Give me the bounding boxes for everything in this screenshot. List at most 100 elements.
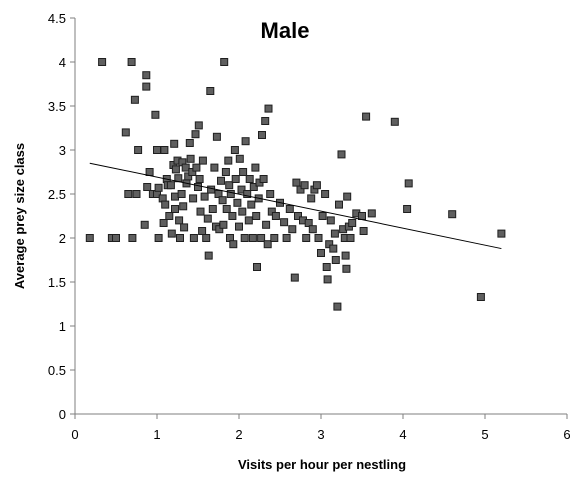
data-point bbox=[222, 205, 231, 213]
data-point bbox=[165, 212, 174, 220]
data-point bbox=[318, 212, 327, 220]
data-point bbox=[128, 234, 137, 242]
data-point bbox=[215, 225, 224, 234]
data-point bbox=[189, 194, 198, 203]
data-point bbox=[224, 156, 233, 165]
x-axis-label: Visits per hour per nestling bbox=[238, 457, 406, 472]
y-tick-label: 3 bbox=[59, 143, 66, 158]
data-point bbox=[367, 209, 376, 218]
data-point bbox=[203, 214, 212, 223]
data-point bbox=[143, 183, 152, 191]
y-tick-label: 0 bbox=[59, 407, 66, 422]
data-point bbox=[253, 263, 261, 271]
data-point bbox=[249, 183, 258, 191]
data-point bbox=[323, 275, 332, 284]
data-point bbox=[220, 58, 229, 66]
data-point bbox=[317, 249, 325, 257]
data-point bbox=[200, 192, 209, 201]
data-point bbox=[142, 82, 151, 91]
y-axis-label: Average prey size class bbox=[12, 143, 27, 289]
data-point bbox=[179, 202, 188, 211]
data-point bbox=[228, 212, 237, 220]
data-point bbox=[331, 256, 340, 264]
axes bbox=[70, 17, 568, 419]
data-point bbox=[271, 212, 280, 220]
x-tick-label: 3 bbox=[317, 427, 324, 442]
trendline bbox=[89, 162, 502, 250]
data-point bbox=[134, 146, 143, 154]
data-point bbox=[359, 227, 368, 235]
data-point bbox=[151, 110, 160, 119]
data-point bbox=[160, 146, 169, 154]
data-point bbox=[333, 302, 342, 311]
data-point bbox=[208, 205, 217, 213]
data-point bbox=[341, 251, 350, 260]
y-tick-label: 0.5 bbox=[48, 363, 66, 378]
data-point bbox=[176, 234, 184, 242]
data-point bbox=[189, 234, 198, 242]
trendline-layer bbox=[89, 162, 502, 250]
data-point bbox=[325, 240, 334, 249]
data-point bbox=[171, 192, 179, 201]
data-point bbox=[192, 163, 201, 172]
data-point bbox=[259, 175, 268, 183]
data-point bbox=[329, 244, 338, 253]
data-point bbox=[204, 251, 213, 260]
data-point bbox=[230, 146, 239, 154]
data-point bbox=[225, 181, 234, 190]
x-tick-label: 0 bbox=[71, 427, 78, 442]
data-point bbox=[171, 205, 179, 213]
data-point bbox=[219, 220, 228, 229]
y-tick-label: 2.5 bbox=[48, 187, 66, 202]
x-tick-label: 1 bbox=[153, 427, 160, 442]
data-point bbox=[307, 194, 316, 203]
data-point bbox=[262, 220, 271, 229]
data-point bbox=[217, 176, 225, 185]
data-point bbox=[237, 185, 246, 194]
data-point bbox=[300, 181, 309, 190]
y-tick-label: 1.5 bbox=[48, 275, 66, 290]
x-tick-label: 6 bbox=[563, 427, 570, 442]
data-point bbox=[248, 234, 257, 242]
chart-title: Male bbox=[261, 18, 310, 43]
data-point bbox=[214, 190, 223, 198]
data-point bbox=[154, 183, 163, 192]
data-point bbox=[132, 190, 141, 198]
data-point bbox=[263, 240, 272, 249]
data-point bbox=[497, 229, 506, 238]
data-point bbox=[288, 225, 297, 234]
data-point bbox=[159, 219, 168, 227]
y-tick-label: 4.5 bbox=[48, 11, 66, 26]
data-point bbox=[308, 225, 317, 234]
data-point bbox=[362, 112, 371, 121]
data-point bbox=[229, 240, 238, 249]
data-point bbox=[98, 58, 107, 66]
data-point bbox=[330, 229, 339, 238]
data-point bbox=[167, 229, 176, 238]
data-point bbox=[191, 130, 200, 139]
data-point bbox=[476, 293, 485, 301]
data-point bbox=[181, 163, 190, 172]
data-point bbox=[270, 234, 279, 242]
data-point bbox=[337, 150, 346, 159]
data-point bbox=[243, 190, 252, 198]
data-point bbox=[244, 216, 253, 225]
y-tick-label: 4 bbox=[59, 55, 66, 70]
data-point bbox=[124, 190, 133, 198]
y-tick-label: 2 bbox=[59, 231, 66, 246]
data-point bbox=[312, 181, 321, 190]
data-point bbox=[238, 207, 247, 216]
data-point bbox=[121, 128, 130, 137]
data-point bbox=[285, 205, 294, 213]
data-point bbox=[112, 234, 120, 242]
data-point bbox=[280, 218, 289, 227]
data-point bbox=[140, 220, 149, 229]
data-point bbox=[448, 210, 457, 219]
data-point bbox=[390, 117, 399, 126]
data-point bbox=[261, 117, 270, 125]
data-point bbox=[207, 185, 216, 194]
data-point bbox=[154, 234, 163, 242]
data-point bbox=[403, 205, 412, 213]
data-point bbox=[186, 154, 195, 163]
